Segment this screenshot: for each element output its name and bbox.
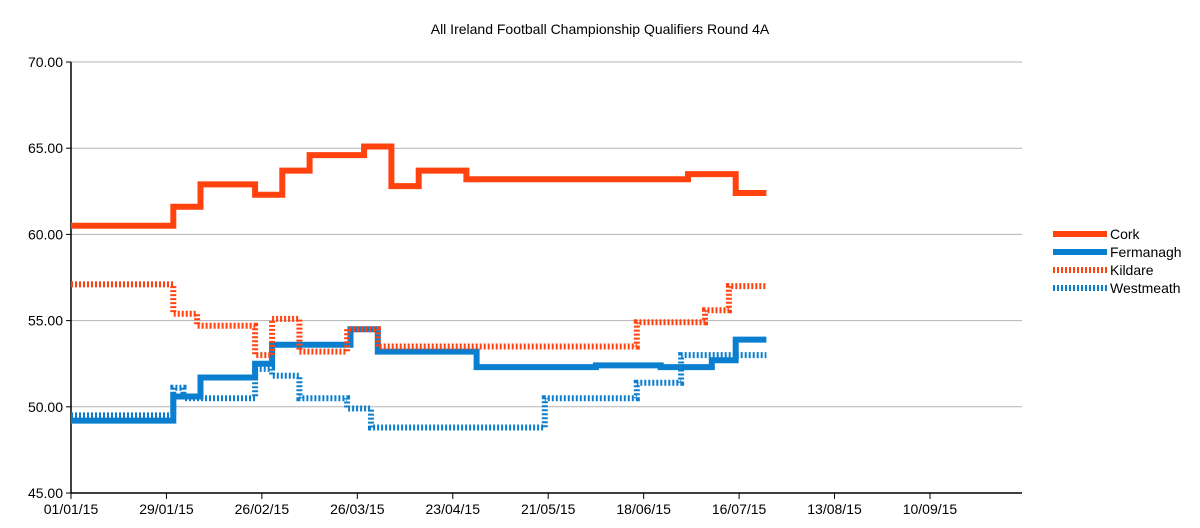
y-tick-label: 65.00	[28, 140, 63, 156]
chart-title: All Ireland Football Championship Qualif…	[431, 21, 770, 37]
series-line-westmeath	[71, 352, 767, 431]
series-layer	[71, 143, 767, 431]
legend-label-westmeath: Westmeath	[1110, 280, 1181, 296]
grid-layer	[71, 61, 1022, 408]
legend-label-kildare: Kildare	[1110, 262, 1154, 278]
axis-layer: 45.00 50.00 55.00 60.00 65.00 70.00 01/01/15 29…	[28, 54, 1022, 517]
y-tick-label: 55.00	[28, 313, 63, 329]
y-tick-label: 70.00	[28, 54, 63, 70]
x-tick-label: 18/06/15	[616, 501, 671, 517]
x-tick-label: 26/02/15	[235, 501, 290, 517]
y-tick-label: 50.00	[28, 399, 63, 415]
x-tick-label: 13/08/15	[807, 501, 862, 517]
x-tick-label: 10/09/15	[903, 501, 958, 517]
series-line-cork	[71, 143, 767, 229]
x-tick-label: 26/03/15	[330, 501, 385, 517]
series-line-kildare	[71, 281, 767, 359]
x-tick-label: 16/07/15	[712, 501, 767, 517]
y-tick-label: 45.00	[28, 485, 63, 501]
y-tick-label: 60.00	[28, 226, 63, 242]
legend: Cork Fermanagh Kildare Westmeath	[1053, 226, 1182, 296]
x-tick-label: 21/05/15	[521, 501, 576, 517]
x-tick-label: 01/01/15	[44, 501, 99, 517]
x-tick-label: 29/01/15	[139, 501, 194, 517]
legend-label-fermanagh: Fermanagh	[1110, 244, 1182, 260]
legend-label-cork: Cork	[1110, 226, 1141, 242]
x-tick-label: 23/04/15	[426, 501, 481, 517]
